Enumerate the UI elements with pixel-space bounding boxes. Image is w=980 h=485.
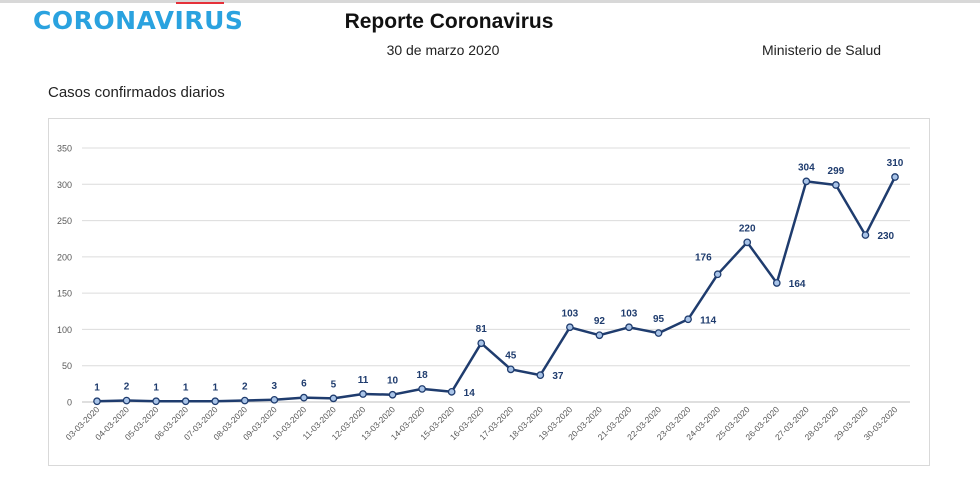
top-border-line	[0, 0, 980, 3]
y-tick-label: 250	[57, 216, 72, 226]
data-point	[595, 331, 604, 340]
data-point	[625, 323, 633, 332]
data-label: 95	[653, 314, 665, 325]
y-tick-label: 0	[67, 398, 72, 408]
data-label: 10	[387, 376, 399, 387]
data-point	[418, 385, 426, 393]
data-label: 230	[877, 231, 894, 242]
data-point	[122, 396, 131, 405]
ministry-name: Ministerio de Salud	[762, 42, 882, 58]
data-label: 81	[476, 324, 488, 335]
data-point	[300, 393, 308, 402]
y-tick-label: 150	[57, 289, 72, 299]
y-tick-label: 200	[57, 252, 72, 262]
report-date: 30 de marzo 2020	[386, 42, 500, 58]
chart-frame	[48, 118, 930, 466]
data-point	[181, 397, 190, 406]
brand-accent-bar	[176, 2, 224, 4]
data-label: 114	[700, 315, 717, 326]
data-point	[270, 395, 279, 404]
data-point	[152, 397, 160, 406]
data-point	[743, 238, 752, 247]
y-tick-label: 100	[57, 325, 72, 335]
data-point	[891, 173, 899, 181]
data-point	[388, 390, 397, 399]
data-label: 18	[417, 370, 429, 381]
data-label: 103	[621, 308, 638, 319]
y-tick-label: 300	[57, 180, 72, 190]
data-point	[329, 394, 338, 403]
data-label: 5	[331, 379, 337, 390]
data-label: 11	[358, 375, 369, 386]
data-label: 103	[562, 308, 579, 319]
brand-logo: CORONAVIRUS	[33, 6, 244, 35]
data-label: 2	[124, 382, 130, 393]
data-label: 37	[552, 371, 564, 382]
data-point	[684, 315, 692, 324]
data-point	[477, 339, 486, 348]
data-label: 6	[301, 379, 307, 390]
data-point	[536, 371, 545, 379]
data-label: 92	[594, 316, 606, 327]
data-label: 220	[739, 223, 756, 234]
data-label: 3	[272, 381, 278, 392]
data-point	[240, 396, 249, 405]
data-label: 299	[828, 166, 845, 177]
data-label: 1	[94, 382, 100, 393]
data-point	[654, 329, 663, 337]
data-label: 14	[464, 388, 476, 399]
data-point	[211, 397, 220, 406]
data-label: 1	[183, 382, 189, 393]
data-label: 310	[887, 158, 904, 169]
data-label: 176	[695, 252, 712, 263]
data-point	[447, 387, 456, 396]
data-label: 1	[212, 382, 218, 393]
data-point	[713, 270, 722, 279]
y-tick-label: 350	[57, 144, 72, 154]
data-point	[832, 181, 840, 189]
data-point	[802, 177, 811, 186]
data-point	[359, 390, 367, 398]
data-point	[93, 397, 101, 406]
data-point	[772, 279, 781, 287]
report-title: Reporte Coronavirus	[344, 10, 554, 33]
data-label: 2	[242, 382, 248, 393]
data-label: 164	[789, 279, 806, 290]
data-point	[861, 231, 870, 239]
data-label: 45	[505, 350, 517, 361]
data-point	[566, 323, 574, 332]
data-label: 304	[798, 162, 815, 173]
data-point	[506, 365, 515, 374]
chart-title: Casos confirmados diarios	[48, 84, 225, 101]
series-line	[96, 176, 897, 403]
data-label: 1	[153, 382, 159, 393]
y-tick-label: 50	[62, 361, 72, 371]
